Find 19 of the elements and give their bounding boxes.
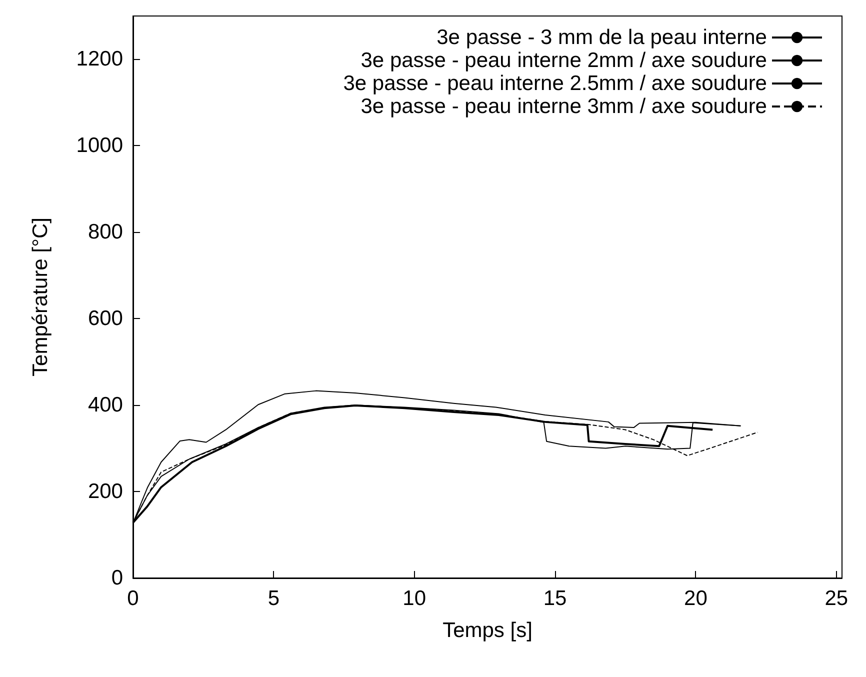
y-tick-label: 200	[88, 480, 123, 504]
y-tick-label: 600	[88, 307, 123, 330]
legend-label: 3e passe - peau interne 2.5mm / axe soudure	[343, 72, 767, 95]
x-tick-label: 25	[824, 587, 848, 610]
y-tick-label: 1000	[76, 134, 123, 158]
x-tick-label: 15	[543, 587, 567, 610]
legend-label: 3e passe - peau interne 3mm / axe soudure	[360, 95, 767, 118]
y-tick-label: 1200	[76, 48, 123, 71]
x-tick-label: 20	[684, 587, 708, 610]
x-axis-title: Temps [s]	[442, 619, 532, 642]
legend-label: 3e passe - peau interne 2mm / axe soudure	[360, 49, 767, 72]
y-tick-label: 400	[88, 394, 123, 417]
x-tick-label: 10	[402, 587, 426, 610]
legend-label: 3e passe - 3 mm de la peau interne	[436, 26, 767, 49]
x-tick-label: 5	[268, 587, 280, 610]
y-tick-label: 800	[88, 220, 123, 244]
y-axis-title: Température [°C]	[29, 218, 52, 376]
x-tick-label: 0	[127, 587, 139, 610]
y-tick-label: 0	[111, 566, 123, 590]
